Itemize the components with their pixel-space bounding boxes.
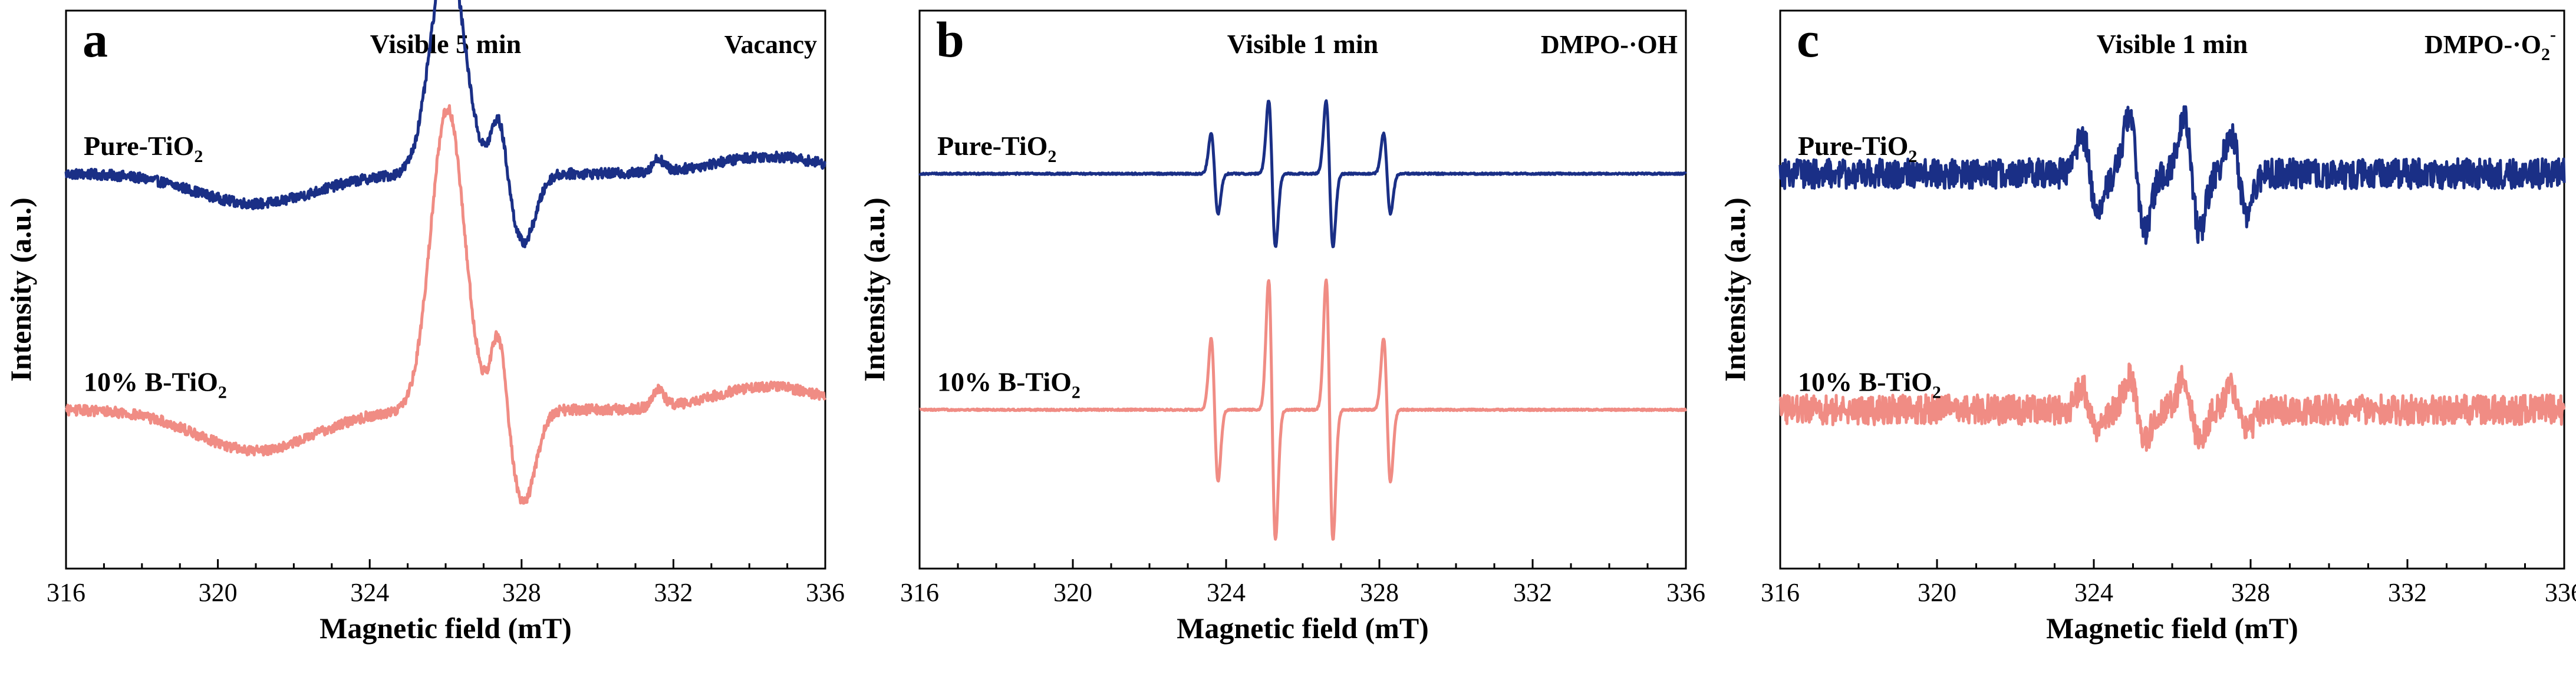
species-label: DMPO-·OH	[1541, 30, 1678, 59]
species-label: DMPO-·O2-	[2425, 25, 2556, 64]
plot-frame	[918, 9, 1687, 570]
panel-a: 316 320 324 328 332 336 Magnetic field (mT) Int…	[4, 0, 845, 645]
y-axis-title: Intensity (a.u.)	[858, 197, 891, 382]
species-superscript: -	[2550, 25, 2556, 44]
x-axis-title: Magnetic field (mT)	[1177, 612, 1429, 645]
series-label-subscript: 2	[218, 382, 227, 402]
x-tick-label: 332	[1513, 578, 1552, 607]
x-tick-label: 332	[2388, 578, 2427, 607]
series-label-subscript: 2	[194, 147, 203, 166]
x-tick-label: 316	[47, 578, 85, 607]
series-label-subscript: 2	[1072, 382, 1081, 402]
x-tick-label: 320	[1053, 578, 1092, 607]
series-label-b-doped: 10% B-TiO2	[937, 366, 1081, 402]
x-axis-title: Magnetic field (mT)	[2046, 612, 2298, 645]
series-label-pure: Pure-TiO2	[84, 131, 203, 166]
x-tick-label: 324	[2074, 578, 2113, 607]
x-tick-label: 328	[2231, 578, 2270, 607]
y-axis-title: Intensity (a.u.)	[1718, 197, 1751, 382]
x-tick-label: 328	[1360, 578, 1399, 607]
series-line-b-doped	[65, 104, 826, 505]
series-label-subscript: 2	[1932, 382, 1941, 402]
series-line-b-doped	[918, 278, 1688, 541]
species-label: Vacancy	[724, 30, 817, 59]
panel-c: 316 320 324 328 332 336 Magnetic field (mT) Int…	[1718, 9, 2576, 645]
x-tick-label: 320	[199, 578, 238, 607]
x-tick-label: 320	[1918, 578, 1956, 607]
species-subscript: 2	[2541, 45, 2550, 64]
condition-label: Visible 5 min	[370, 29, 521, 59]
plot-frame	[65, 9, 826, 570]
x-tick-label: 316	[900, 578, 939, 607]
series-label-b-doped: 10% B-TiO2	[1798, 366, 1941, 402]
x-tick-label: 336	[806, 578, 845, 607]
panel-b: 316 320 324 328 332 336 Magnetic field (mT) Int…	[858, 9, 1705, 645]
x-axis-title: Magnetic field (mT)	[319, 612, 572, 645]
series-line-pure	[64, 0, 826, 249]
condition-label: Visible 1 min	[1227, 29, 1378, 59]
x-tick-label: 336	[1666, 578, 1705, 607]
series-line-pure	[918, 99, 1687, 249]
x-tick-label: 316	[1761, 578, 1800, 607]
condition-label: Visible 1 min	[2097, 29, 2248, 59]
plot-frame	[1779, 9, 2565, 570]
panel-letter: a	[83, 11, 108, 68]
series-label-pure: Pure-TiO2	[1798, 131, 1917, 166]
series-label-pure: Pure-TiO2	[937, 131, 1056, 166]
panel-letter: b	[936, 11, 964, 68]
series-line-pure	[1778, 105, 2566, 245]
x-tick-label: 336	[2545, 578, 2576, 607]
panel-letter: c	[1797, 11, 1819, 68]
series-label-subscript: 2	[1047, 147, 1056, 166]
series-label-subscript: 2	[1908, 147, 1917, 166]
x-tick-label: 324	[350, 578, 389, 607]
x-tick-label: 324	[1207, 578, 1246, 607]
y-axis-title: Intensity (a.u.)	[4, 197, 37, 382]
series-label-b-doped: 10% B-TiO2	[84, 366, 227, 402]
series-line-b-doped	[1778, 362, 2566, 452]
x-tick-label: 328	[502, 578, 541, 607]
x-tick-label: 332	[654, 578, 693, 607]
